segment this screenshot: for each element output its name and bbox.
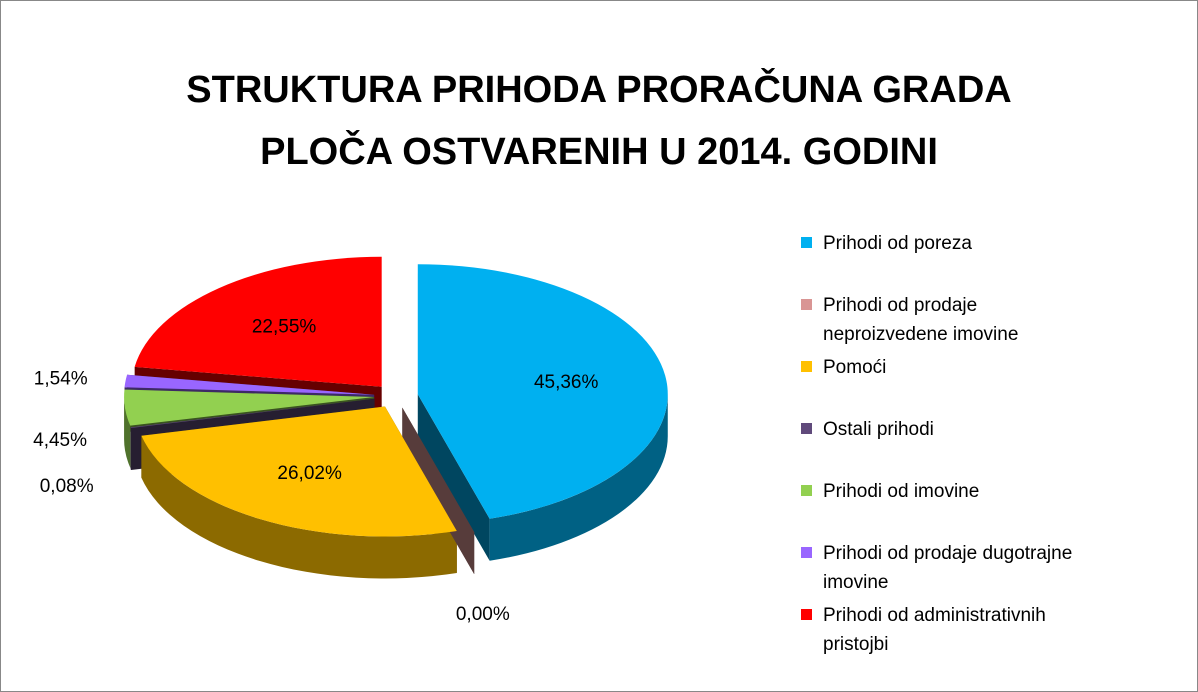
legend-swatch [801, 485, 812, 496]
legend-label: Prihodi od administrativnih pristojbi [823, 605, 1046, 655]
data-label: 26,02% [277, 463, 342, 484]
legend-label: Prihodi od poreza [823, 233, 972, 254]
legend-swatch [801, 423, 812, 434]
legend-swatch [801, 547, 812, 558]
rim [489, 394, 668, 561]
legend-entry: Prihodi od imovine [801, 477, 1131, 539]
rim [124, 396, 131, 468]
slice [130, 398, 375, 429]
rim [141, 435, 457, 579]
legend-label: Ostali prihodi [823, 419, 934, 440]
radial-wall [417, 394, 490, 561]
slice-tops [124, 256, 668, 537]
data-label: 45,36% [534, 372, 599, 393]
chart-title: STRUKTURA PRIHODA PRORAČUNA GRADA PLOČA … [186, 69, 1012, 173]
legend-swatch [801, 237, 812, 248]
slice [141, 406, 457, 537]
slice-side [417, 394, 668, 561]
legend-swatch [801, 609, 812, 620]
data-label: 4,45% [33, 430, 87, 451]
legend-swatch [801, 299, 812, 310]
slice-side [402, 407, 475, 575]
legend: Prihodi od poreza Prihodi od prodaje nepr… [801, 229, 1131, 663]
data-label: 0,00% [456, 604, 510, 625]
legend-entry: Prihodi od administrativnih pristojbi [801, 601, 1131, 663]
legend-entry: Ostali prihodi [801, 415, 1131, 477]
legend-label: Prihodi od imovine [823, 481, 980, 502]
radial-wall [402, 407, 475, 575]
legend-label: Prihodi od prodaje dugotrajne imovine [823, 543, 1073, 593]
legend-entry: Prihodi od prodaje dugotrajne imovine [801, 539, 1131, 601]
slice [124, 389, 375, 426]
legend-entry: Prihodi od poreza [801, 229, 1131, 291]
legend-label: Prihodi od prodaje neproizvedene imovine [823, 295, 1019, 345]
slice [134, 256, 382, 387]
legend-entry: Pomoći [801, 353, 1131, 415]
data-label: 1,54% [34, 368, 88, 389]
data-label: 0,08% [40, 476, 94, 497]
data-label: 22,55% [252, 317, 317, 338]
legend-swatch [801, 361, 812, 372]
legend-label: Pomoći [823, 357, 887, 378]
slice [124, 374, 375, 395]
legend-entry: Prihodi od prodaje neproizvedene imovine [801, 291, 1131, 353]
slice [417, 264, 668, 519]
